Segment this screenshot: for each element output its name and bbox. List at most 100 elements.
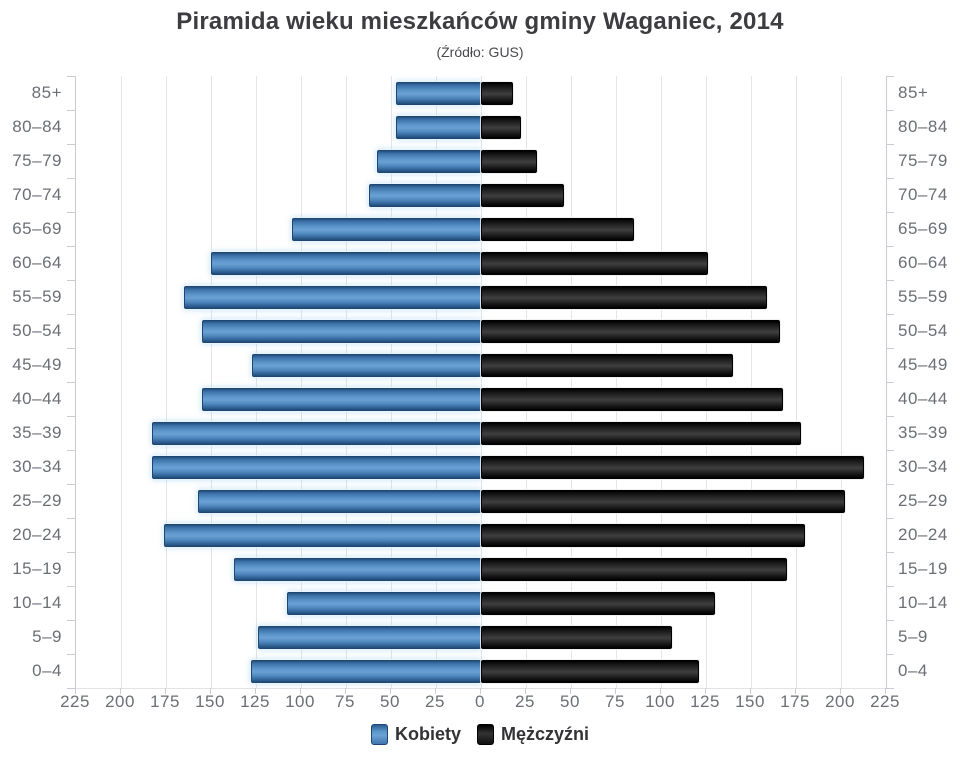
y-axis-label-left: 0–4	[32, 661, 62, 680]
x-axis-tick-label: 175	[780, 692, 810, 711]
y-axis-label-right: 60–64	[898, 253, 948, 272]
bar-kobiety-35–39	[151, 421, 481, 445]
x-axis-tick-label: 225	[60, 692, 90, 711]
x-axis-tick	[525, 688, 526, 694]
x-axis-tick-label: 75	[335, 692, 355, 711]
y-axis-label-left: 40–44	[12, 389, 62, 408]
y-axis-label-right: 45–49	[898, 355, 948, 374]
x-axis-tick-label: 100	[645, 692, 675, 711]
y-axis-tick-left	[67, 246, 75, 247]
gridline	[660, 76, 662, 688]
y-axis-tick-right	[886, 688, 894, 689]
x-axis-tick	[255, 688, 256, 694]
legend-item-mezczyzni[interactable]: Mężczyźni	[476, 723, 589, 745]
bar-mezczyzni-80–84	[481, 115, 521, 139]
y-axis-tick-left	[67, 484, 75, 485]
y-axis-tick-right	[886, 144, 894, 145]
x-axis-tick	[300, 688, 301, 694]
bar-kobiety-70–74	[369, 183, 481, 207]
y-axis-label-left: 35–39	[12, 423, 62, 442]
bar-mezczyzni-10–14	[481, 591, 715, 615]
y-axis-tick-left	[67, 314, 75, 315]
y-axis-label-left: 80–84	[12, 117, 62, 136]
gridline	[300, 76, 302, 688]
x-axis-tick-label: 125	[690, 692, 720, 711]
y-axis-tick-right	[886, 586, 894, 587]
y-axis-tick-left	[67, 552, 75, 553]
x-axis-tick-label: 200	[105, 692, 135, 711]
y-axis-label-right: 15–19	[898, 559, 948, 578]
x-axis-tick	[75, 688, 76, 694]
y-axis-tick-right	[886, 348, 894, 349]
y-axis-label-left: 20–24	[12, 525, 62, 544]
bar-mezczyzni-35–39	[481, 421, 802, 445]
gridline	[795, 76, 797, 688]
x-axis-tick-label: 175	[150, 692, 180, 711]
x-axis-tick-label: 150	[735, 692, 765, 711]
x-axis-tick-label: 50	[380, 692, 400, 711]
kobiety-swatch-icon	[370, 723, 388, 745]
x-axis-tick	[750, 688, 751, 694]
y-axis-label-right: 20–24	[898, 525, 948, 544]
y-axis-label-right: 50–54	[898, 321, 948, 340]
bar-mezczyzni-60–64	[481, 251, 708, 275]
bar-mezczyzni-25–29	[481, 489, 845, 513]
bar-kobiety-40–44	[202, 387, 481, 411]
legend-item-kobiety[interactable]: Kobiety	[370, 723, 461, 745]
gridline	[210, 76, 212, 688]
y-axis-label-left: 85+	[31, 83, 62, 102]
y-axis-tick-right	[886, 518, 894, 519]
bar-mezczyzni-0–4	[481, 659, 699, 683]
x-axis-tick	[795, 688, 796, 694]
gridline	[120, 76, 122, 688]
chart-subtitle: (Źródło: GUS)	[436, 44, 524, 60]
y-axis-label-right: 10–14	[898, 593, 948, 612]
x-axis-tick	[840, 688, 841, 694]
y-axis-label-right: 25–29	[898, 491, 948, 510]
bar-kobiety-60–64	[211, 251, 481, 275]
bar-kobiety-55–59	[184, 285, 481, 309]
bar-kobiety-75–79	[376, 149, 481, 173]
x-axis-tick	[390, 688, 391, 694]
y-axis-tick-left	[67, 382, 75, 383]
y-axis-tick-left	[67, 416, 75, 417]
gridline	[705, 76, 707, 688]
y-axis-tick-left	[67, 586, 75, 587]
y-axis-tick-left	[67, 76, 75, 77]
y-axis-label-right: 35–39	[898, 423, 948, 442]
bar-kobiety-10–14	[286, 591, 481, 615]
gridline	[480, 76, 482, 688]
y-axis-label-left: 15–19	[12, 559, 62, 578]
y-axis-tick-right	[886, 246, 894, 247]
y-axis-label-left: 65–69	[12, 219, 62, 238]
x-axis-tick	[615, 688, 616, 694]
x-axis-tick	[660, 688, 661, 694]
y-axis-label-left: 45–49	[12, 355, 62, 374]
y-axis-tick-left	[67, 144, 75, 145]
x-axis-tick-label: 200	[825, 692, 855, 711]
gridline	[525, 76, 527, 688]
x-axis-tick	[885, 688, 886, 694]
x-axis-tick	[435, 688, 436, 694]
y-axis-label-left: 55–59	[12, 287, 62, 306]
y-axis-tick-right	[886, 212, 894, 213]
x-axis-tick	[165, 688, 166, 694]
gridline	[615, 76, 617, 688]
x-axis-tick-label: 75	[605, 692, 625, 711]
gridline	[750, 76, 752, 688]
y-axis-label-left: 70–74	[12, 185, 62, 204]
x-axis-tick	[210, 688, 211, 694]
bar-kobiety-5–9	[257, 625, 481, 649]
y-axis-label-right: 40–44	[898, 389, 948, 408]
y-axis-label-left: 75–79	[12, 151, 62, 170]
x-axis-tick	[345, 688, 346, 694]
gridline	[435, 76, 437, 688]
y-axis-label-left: 30–34	[12, 457, 62, 476]
y-axis-label-left: 25–29	[12, 491, 62, 510]
bar-mezczyzni-20–24	[481, 523, 805, 547]
bar-mezczyzni-65–69	[481, 217, 634, 241]
chart-title: Piramida wieku mieszkańców gminy Waganie…	[176, 8, 784, 35]
y-axis-tick-right	[886, 484, 894, 485]
y-axis-label-left: 5–9	[32, 627, 62, 646]
